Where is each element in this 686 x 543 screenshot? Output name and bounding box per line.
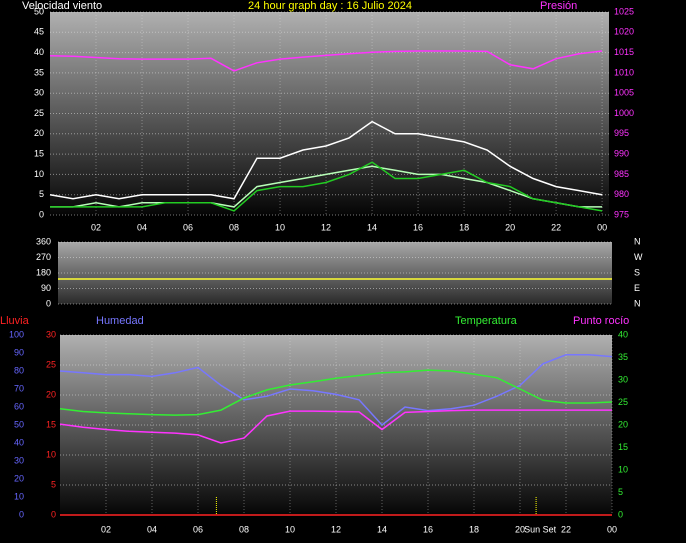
- y-tick-label: 90: [14, 347, 24, 357]
- x-tick-label: 02: [91, 222, 101, 232]
- y2-tick-label: 1010: [614, 67, 634, 77]
- y-tick-label: 25: [34, 108, 44, 118]
- series-line: [59, 409, 612, 444]
- y2-tick-label: 985: [614, 169, 629, 179]
- y2-tick-label: N: [634, 236, 641, 246]
- y-tick-label: 0: [46, 298, 51, 308]
- x-tick-label: 00: [597, 222, 607, 232]
- y-tick-label: 270: [36, 252, 51, 262]
- y-tick-label: 10: [14, 491, 24, 501]
- y2-tick-label: 1015: [614, 47, 634, 57]
- y2-tick-label: 0: [618, 509, 623, 519]
- x-tick-label: 12: [321, 222, 331, 232]
- y-tick-label: 20: [14, 473, 24, 483]
- legend-label: Lluvia: [0, 315, 30, 327]
- y-tick-label: 90: [41, 283, 51, 293]
- x-tick-label: 06: [193, 524, 203, 534]
- x-tick-label: 12: [331, 524, 341, 534]
- x-tick-label: 14: [367, 222, 377, 232]
- x-tick-label: 00: [607, 524, 617, 534]
- y2-tick-label: 25: [618, 397, 628, 407]
- x-tick-label: 04: [137, 222, 147, 232]
- y3-tick-label: 20: [46, 389, 56, 399]
- series-line: [49, 50, 603, 72]
- series-line: [50, 161, 603, 212]
- y3-tick-label: 10: [46, 449, 56, 459]
- y3-tick-label: 15: [46, 419, 56, 429]
- x-tick-label: 20: [505, 222, 515, 232]
- y-tick-label: 0: [19, 509, 24, 519]
- legend-label: Temperatura: [455, 315, 518, 327]
- y2-tick-label: 1020: [614, 27, 634, 37]
- legend-label: Humedad: [96, 315, 144, 327]
- y2-tick-label: 35: [618, 352, 628, 362]
- y-tick-label: 0: [39, 209, 44, 219]
- y-tick-label: 60: [14, 401, 24, 411]
- y-tick-label: 30: [14, 455, 24, 465]
- y2-tick-label: W: [634, 252, 643, 262]
- legend-label: Punto rocío: [573, 315, 629, 327]
- y-tick-label: 70: [14, 383, 24, 393]
- y2-tick-label: E: [634, 283, 640, 293]
- y-tick-label: 35: [34, 67, 44, 77]
- y-tick-label: 10: [34, 169, 44, 179]
- y2-tick-label: 1005: [614, 88, 634, 98]
- y2-tick-label: 15: [618, 442, 628, 452]
- y2-tick-label: 20: [618, 419, 628, 429]
- y-tick-label: 180: [36, 267, 51, 277]
- y3-tick-label: 0: [51, 509, 56, 519]
- series-line: [50, 165, 603, 208]
- y2-tick-label: 980: [614, 189, 629, 199]
- x-tick-label: 16: [413, 222, 423, 232]
- y2-tick-label: 30: [618, 374, 628, 384]
- y2-tick-label: 1025: [614, 6, 634, 16]
- y-tick-label: 30: [34, 88, 44, 98]
- y2-tick-label: 995: [614, 128, 629, 138]
- legend-label: Presión: [540, 0, 577, 12]
- x-tick-label: 10: [285, 524, 295, 534]
- x-tick-label: 04: [147, 524, 157, 534]
- y-tick-label: 100: [9, 329, 24, 339]
- y3-tick-label: 25: [46, 359, 56, 369]
- x-tick-label: 02: [101, 524, 111, 534]
- y-axis-label: Velocidad viento: [22, 0, 102, 12]
- y-tick-label: 80: [14, 365, 24, 375]
- y2-tick-label: N: [634, 298, 641, 308]
- y3-tick-label: 5: [51, 479, 56, 489]
- y3-tick-label: 30: [46, 329, 56, 339]
- y-tick-label: 360: [36, 236, 51, 246]
- y2-tick-label: 1000: [614, 108, 634, 118]
- y2-tick-label: 40: [618, 329, 628, 339]
- x-tick-label: 18: [469, 524, 479, 534]
- series-line: [49, 120, 603, 200]
- y-tick-label: 5: [39, 189, 44, 199]
- y2-tick-label: 975: [614, 209, 629, 219]
- y2-tick-label: 5: [618, 487, 623, 497]
- x-tick-label: 18: [459, 222, 469, 232]
- y2-tick-label: 10: [618, 464, 628, 474]
- y-tick-label: 45: [34, 27, 44, 37]
- series-line: [59, 354, 613, 427]
- x-tick-label: 16: [423, 524, 433, 534]
- y-tick-label: 15: [34, 148, 44, 158]
- chart-title: 24 hour graph day : 16 Julio 2024: [248, 0, 412, 12]
- y-tick-label: 40: [14, 437, 24, 447]
- x-tick-label: 10: [275, 222, 285, 232]
- x-tick-label: 06: [183, 222, 193, 232]
- y2-tick-label: S: [634, 267, 640, 277]
- x-tick-label: 22: [561, 524, 571, 534]
- y-tick-label: 50: [34, 6, 44, 16]
- x-tick-label: 08: [239, 524, 249, 534]
- y-tick-label: 40: [34, 47, 44, 57]
- x-tick-label: 20: [515, 524, 525, 534]
- sun-label: Sun Set: [524, 524, 557, 534]
- series-line: [59, 369, 613, 416]
- y2-tick-label: 990: [614, 148, 629, 158]
- x-tick-label: 14: [377, 524, 387, 534]
- x-tick-label: 22: [551, 222, 561, 232]
- x-tick-label: 08: [229, 222, 239, 232]
- y-tick-label: 50: [14, 419, 24, 429]
- y-tick-label: 20: [34, 128, 44, 138]
